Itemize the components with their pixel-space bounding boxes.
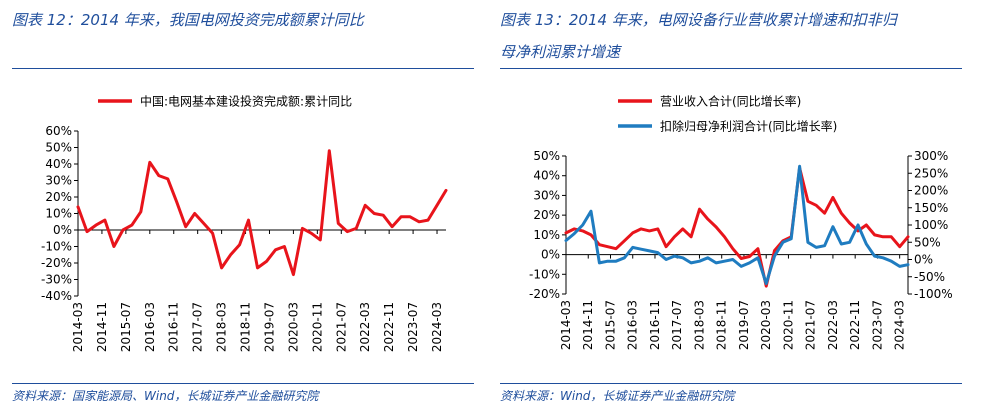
right-x-tick-label: 2016-03 [626,300,640,350]
right-x-tick-label: 2019-07 [737,300,751,350]
right-y-left-tick-label: 20% [533,208,560,222]
left-y-left-tick-label: 20% [45,190,72,204]
right-chart-title-line2: 母净利润累计增速 [500,43,621,61]
right-y-right-tick-label: 250% [914,166,948,180]
right-y-left-tick-label: -10% [529,267,560,281]
left-legend-label-1: 中国:电网基本建设投资完成额:累计同比 [140,94,352,109]
right-y-right-tick-label: 300% [914,149,948,163]
left-x-tick-label: 2022-11 [382,302,396,352]
right-y-right-tick-label: 100% [914,218,948,232]
right-x-tick-label: 2021-07 [804,300,818,350]
left-x-tick-label: 2015-07 [119,302,133,352]
right-y-left-tick-label: 40% [533,169,560,183]
left-series-1-line [76,149,448,277]
left-y-left-tick-label: 60% [45,124,72,138]
left-x-tick-label: 2014-11 [95,302,109,352]
right-y-left-tick-label: 30% [533,188,560,202]
right-y-right-tick-label: 0% [914,253,933,267]
right-chart: 50% 40% 30% 20% 10% 0% -10% -20% 300% 250% 200% 150… [529,94,953,351]
right-y-right-tick-label: -100% [914,287,953,301]
right-x-tick-label: 2014-11 [581,300,595,350]
right-source-rule [500,383,962,384]
right-x-tick-label: 2024-03 [893,300,907,350]
right-legend-label-1: 营业收入合计(同比增长率) [660,94,801,109]
left-y-left-tick-label: 30% [45,174,72,188]
right-y-right-tick-label: 50% [914,235,941,249]
right-series-1-line [564,166,910,288]
left-x-tick-label: 2024-03 [430,302,444,352]
right-y-left-tick-label: 0% [541,248,560,262]
right-y-right-tick-label: -50% [914,270,945,284]
right-y-right-tick-label: 150% [914,201,948,215]
right-title-rule [500,68,962,69]
left-x-tick-label: 2020-11 [310,302,324,352]
left-x-tick-label: 2018-03 [215,302,229,352]
left-y-left-tick-label: 50% [45,141,72,155]
right-y-left-tick-label: 10% [533,228,560,242]
right-series-2-line [564,164,910,286]
right-source-note: 资料来源：Wind，长城证券产业金融研究院 [500,389,735,403]
right-x-tick-label: 2020-11 [781,300,795,350]
right-x-tick-label: 2015-07 [603,300,617,350]
left-x-tick-label: 2016-11 [167,302,181,352]
left-source-note: 资料来源：国家能源局、Wind，长城证券产业金融研究院 [12,389,319,403]
right-x-tick-label: 2018-11 [715,300,729,350]
left-y-left-tick-label: -20% [41,256,72,270]
left-x-tick-label: 2017-07 [191,302,205,352]
left-x-tick-label: 2022-03 [358,302,372,352]
left-source-rule [12,383,474,384]
left-chart: 60%50%40%30%20%10%0%-10%-20%-30%-40%2014… [41,94,448,352]
left-x-tick-label: 2014-03 [71,302,85,352]
right-x-tick-label: 2022-03 [826,300,840,350]
left-y-left-tick-label: -30% [41,273,72,287]
right-legend-label-2: 扣除归母净利润合计(同比增长率) [660,119,837,134]
left-x-tick-label: 2020-03 [286,302,300,352]
left-title-rule [12,68,474,69]
left-y-left-tick-label: -10% [41,240,72,254]
left-y-left-tick-label: -40% [41,289,72,303]
right-chart-title-line1: 图表 13：2014 年来，电网设备行业营收累计增速和扣非归 [500,11,897,29]
right-x-tick-label: 2017-07 [670,300,684,350]
left-x-tick-label: 2019-07 [262,302,276,352]
left-y-left-tick-label: 10% [45,207,72,221]
right-x-tick-label: 2023-07 [870,300,884,350]
right-x-tick-label: 2014-03 [559,300,573,350]
right-x-tick-label: 2022-11 [848,300,862,350]
left-y-left-tick-label: 0% [53,223,72,237]
left-y-left-tick-label: 40% [45,157,72,171]
left-x-tick-label: 2023-07 [406,302,420,352]
left-x-tick-label: 2018-11 [239,302,253,352]
right-y-left-tick-label: 50% [533,149,560,163]
right-x-tick-label: 2016-11 [648,300,662,350]
left-x-tick-label: 2016-03 [143,302,157,352]
right-y-left-tick-label: -20% [529,287,560,301]
right-y-right-tick-label: 200% [914,184,948,198]
right-x-tick-label: 2020-03 [759,300,773,350]
right-x-tick-label: 2018-03 [692,300,706,350]
left-x-tick-label: 2021-07 [334,302,348,352]
left-chart-title: 图表 12：2014 年来，我国电网投资完成额累计同比 [12,11,364,29]
